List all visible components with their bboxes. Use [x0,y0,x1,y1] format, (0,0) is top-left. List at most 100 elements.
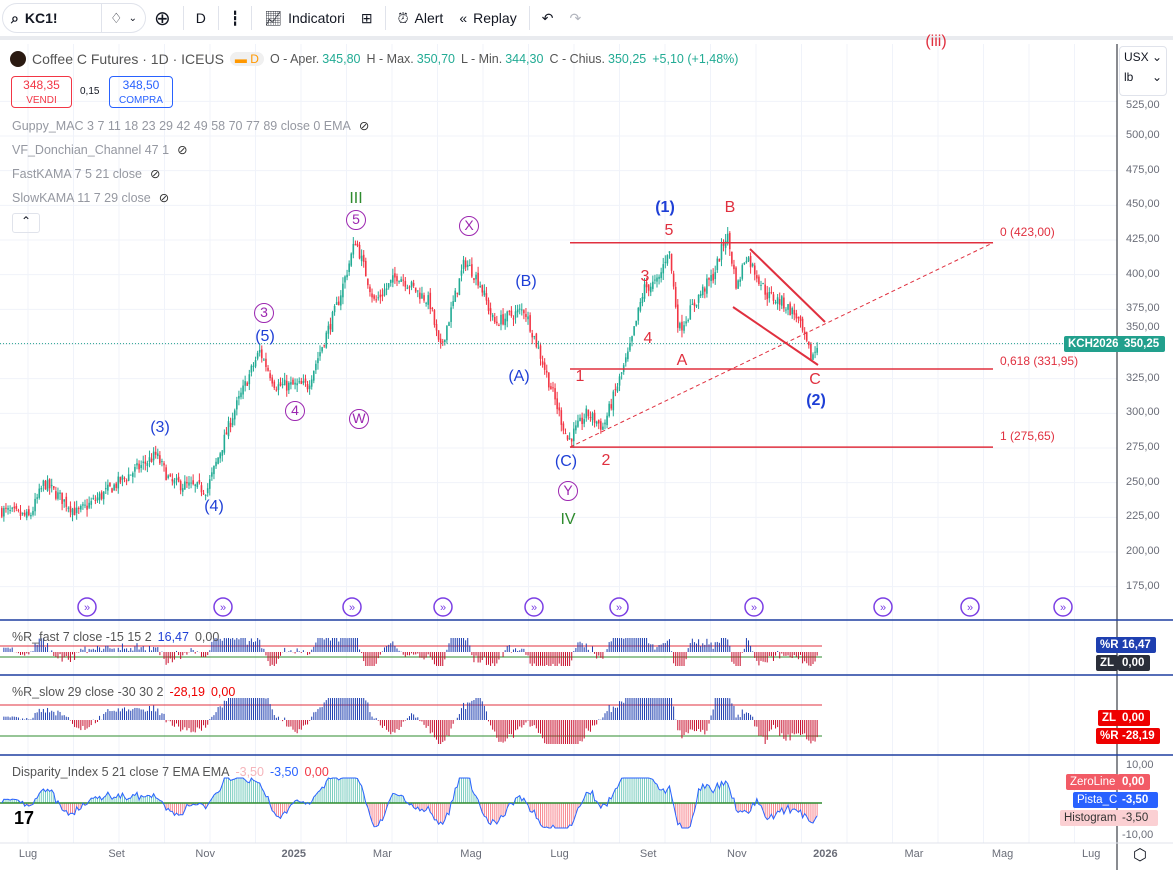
candle-body [743,262,746,265]
alert-button[interactable]: ⏰︎ Alert [390,2,452,34]
candle-body [61,492,63,504]
event-icon: » [751,602,757,614]
histogram-label: Histogram [1060,810,1121,826]
alert-label: Alert [414,10,444,26]
candle-body [566,435,569,440]
sell-button[interactable]: 348,35 VENDI [11,76,72,108]
price-tick: 300,00 [1126,406,1160,419]
tradingview-logo[interactable]: 17 [14,808,35,828]
indicator-slowkama[interactable]: SlowKAMA 11 7 29 close ⊘ [12,190,170,206]
candle-body [795,313,798,319]
indicator-fastkama[interactable]: FastKAMA 7 5 21 close ⊘ [12,166,161,182]
candle-body [575,425,577,431]
candle-body [77,508,80,510]
candle-body [550,386,552,390]
rewind-icon: « [459,10,468,26]
candle-body [325,332,328,348]
candle-body [208,479,211,489]
candle-body [179,481,182,491]
replay-button[interactable]: « Replay [451,2,524,34]
currency-select[interactable]: USX ⌄ [1124,50,1162,64]
market-status-badge: ▬ D [229,52,264,66]
eye-hidden-icon[interactable]: ⊘ [177,143,188,157]
panel-value: -28,19 [169,685,205,699]
candle-body [616,386,619,392]
candle-body [238,395,240,399]
candle-body [84,504,86,506]
candle-body [656,277,658,282]
rslow-legend[interactable]: %R_slow 29 close -30 30 2 -28,19 0,00 [12,685,235,699]
candle-body [335,302,338,305]
symbol-text: KC1! [24,10,58,26]
candle-body [204,494,207,496]
candle-body [724,240,727,248]
disparity-axis-top: 10,00 [1126,759,1154,771]
unit-select[interactable]: lb ⌄ [1124,70,1162,84]
candle-body [144,461,147,464]
candle-body [799,316,802,322]
chart-type-button[interactable]: ┇ [223,2,247,34]
disparity-line [1,777,818,829]
compare-dropdown[interactable]: ♢ ⌄ [102,3,146,33]
candle-body [5,507,7,509]
interval-button[interactable]: D [188,2,214,34]
rfast-zl-value: 0,00 [1118,655,1150,671]
candle-body [161,461,163,463]
candle-body [32,511,34,515]
candle-body [17,509,20,511]
eye-hidden-icon[interactable]: ⊘ [158,191,170,205]
candle-body [645,281,648,288]
candle-body [419,292,421,299]
candle-body [608,403,610,417]
candle-body [635,320,637,326]
candle-body [502,314,504,325]
redo-button[interactable]: ↷ [561,2,589,34]
indicator-name: FastKAMA 7 5 21 close [12,166,142,181]
rfast-legend[interactable]: %R_fast 7 close -15 15 2 16,47 0,00 [12,630,219,644]
candle-body [121,475,124,480]
symbol-search[interactable]: ⌕ KC1! [2,3,102,33]
candle-body [704,288,706,292]
disparity-legend[interactable]: Disparity_Index 5 21 close 7 EMA EMA -3,5… [12,765,329,779]
eye-hidden-icon[interactable]: ⊘ [149,167,161,181]
candle-body [529,315,531,332]
candle-body [337,301,340,305]
buy-button[interactable]: 348,50 COMPRA [109,76,173,108]
panel-value: 0,00 [210,685,236,699]
candle-body [600,421,602,430]
fib-trend-line [569,242,994,448]
candle-body [211,472,213,477]
currency-text: USX [1124,50,1149,64]
open-label: O - Aper. [269,52,320,66]
indicators-button[interactable]: 📈︎ Indicatori [256,2,353,34]
event-icon: » [220,602,226,614]
indicator-name: SlowKAMA 11 7 29 close [12,190,151,205]
candle-body [111,488,113,493]
candle-body [441,341,444,343]
candle-body [310,379,313,387]
collapse-legend-button[interactable]: ⌃ [12,213,40,233]
candle-body [138,463,140,470]
templates-button[interactable]: ⊞ [353,2,381,34]
event-icon [524,597,544,617]
undo-button[interactable]: ↶ [534,2,562,34]
eye-hidden-icon[interactable]: ⊘ [358,119,370,133]
undo-icon: ↶ [541,9,554,26]
candle-body [410,281,413,288]
close-label: C - Chius. [549,52,606,66]
currency-unit-selector[interactable]: USX ⌄ lb ⌄ [1119,46,1167,96]
add-symbol-button[interactable]: ⊕ [146,2,179,34]
candle-body [439,338,442,343]
indicator-guppy[interactable]: Guppy_MAC 3 7 11 18 23 29 42 49 58 70 77… [12,118,370,134]
wave-label: 2 [601,452,611,469]
candle-body [11,507,13,509]
candle-body [387,283,390,288]
settings-gear-icon[interactable]: ⬡ [1133,847,1147,864]
candle-body [369,286,371,293]
candle-body [787,304,789,310]
candle-body [379,294,382,298]
indicator-donchian[interactable]: VF_Donchian_Channel 47 1 ⊘ [12,142,188,158]
time-tick: Lug [550,848,569,860]
candle-body [260,349,263,359]
